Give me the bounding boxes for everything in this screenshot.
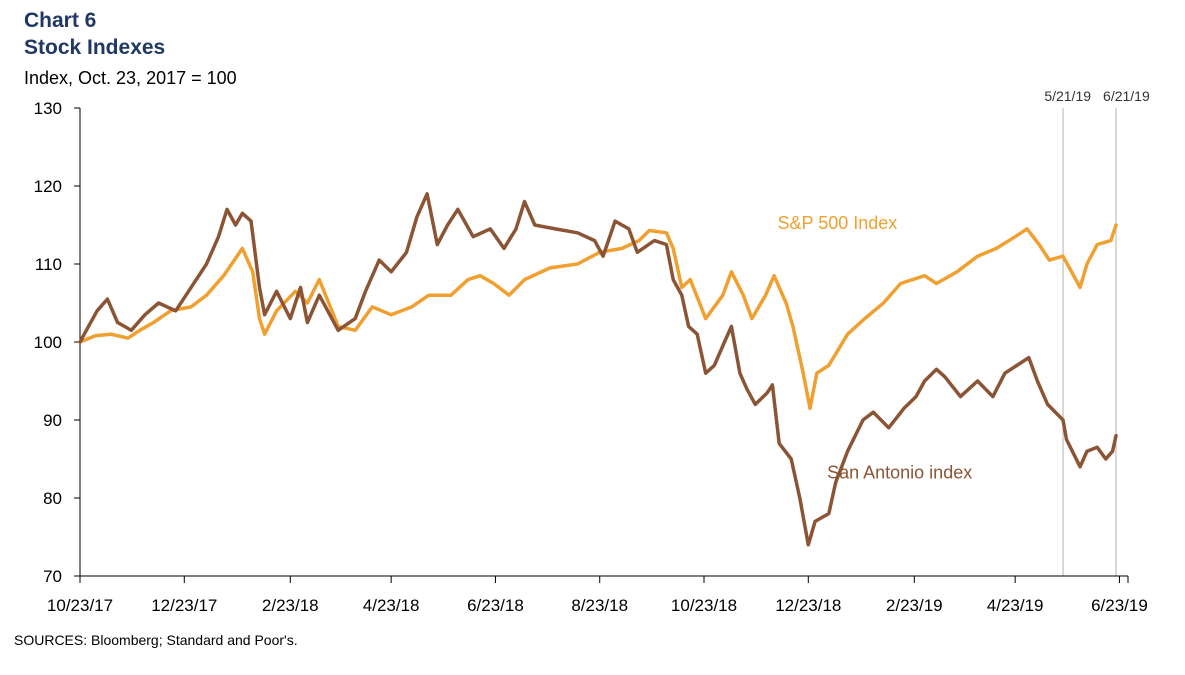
x-tick-label: 12/23/17	[151, 596, 217, 615]
x-tick-label: 4/23/18	[363, 596, 420, 615]
y-axis-unit-label: Index, Oct. 23, 2017 = 100	[24, 68, 237, 88]
y-tick-label: 70	[43, 567, 62, 586]
x-tick-label: 12/23/18	[775, 596, 841, 615]
series-label-2: San Antonio index	[827, 463, 972, 483]
source-note: SOURCES: Bloomberg; Standard and Poor's.	[14, 632, 298, 648]
x-tick-label: 6/23/19	[1091, 596, 1148, 615]
y-tick-label: 80	[43, 489, 62, 508]
chart-number: Chart 6	[24, 9, 97, 32]
x-tick-label: 10/23/18	[671, 596, 737, 615]
reference-line-label-1: 5/21/19	[1044, 88, 1091, 104]
reference-line-label-2: 6/21/19	[1103, 88, 1150, 104]
x-tick-label: 2/23/19	[886, 596, 943, 615]
chart-title: Stock Indexes	[24, 36, 166, 59]
x-tick-label: 4/23/19	[987, 596, 1044, 615]
y-tick-label: 100	[34, 333, 62, 352]
y-tick-label: 110	[35, 255, 62, 274]
x-tick-label: 2/23/18	[262, 596, 319, 615]
x-tick-label: 8/23/18	[571, 596, 628, 615]
series-line-2	[78, 192, 1118, 547]
series-label-1: S&P 500 Index	[778, 213, 898, 233]
x-tick-label: 10/23/17	[47, 596, 113, 615]
series-line-1	[78, 223, 1118, 411]
y-tick-label: 90	[43, 411, 62, 430]
y-tick-label: 130	[34, 99, 62, 118]
x-tick-label: 6/23/18	[467, 596, 524, 615]
y-tick-label: 120	[34, 177, 62, 196]
